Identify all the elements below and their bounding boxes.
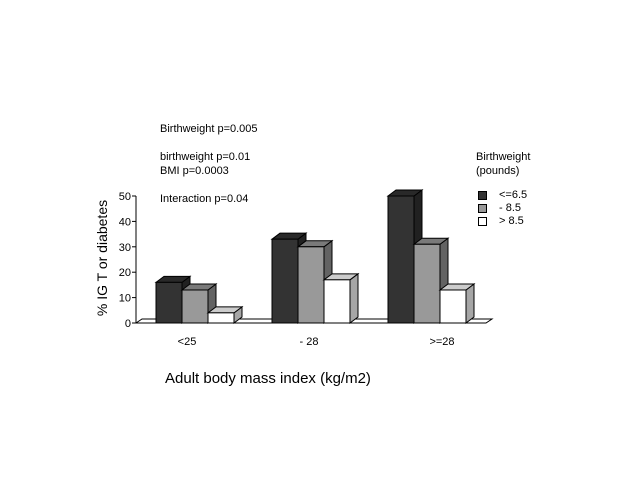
y-axis-title: % IG T or diabetes	[94, 199, 110, 317]
bar	[323, 279, 351, 324]
bar	[297, 246, 325, 324]
x-tick-label: >=28	[429, 336, 454, 348]
legend-swatch-mid	[478, 203, 487, 213]
legend-label-mid: - 8.5	[499, 202, 522, 214]
legend-title-line2: (pounds)	[476, 165, 520, 177]
annotation-interaction-p: Interaction p=0.04	[160, 193, 249, 205]
bar	[181, 289, 209, 324]
legend-title: Birthweight (pounds)	[476, 150, 530, 178]
y-tick-label: 20	[119, 267, 131, 279]
bar-side	[349, 272, 359, 324]
bar	[155, 281, 183, 324]
bar	[387, 195, 415, 324]
x-tick-label: - 28	[300, 336, 319, 348]
y-tick-label: 10	[119, 293, 131, 305]
annotation-birthweight-p: Birthweight p=0.005	[160, 123, 258, 135]
legend-title-line1: Birthweight	[476, 151, 531, 163]
x-axis-title: Adult body mass index (kg/m2)	[165, 370, 371, 387]
legend-swatch-high	[478, 216, 487, 226]
x-tick-label: <25	[178, 336, 197, 348]
y-tick-label: 50	[119, 191, 131, 203]
bar	[207, 312, 235, 324]
y-tick-label: 0	[125, 318, 131, 330]
annotation-birthweight-p-adjusted: birthweight p=0.01	[160, 151, 251, 163]
legend-swatch-low	[478, 190, 487, 200]
y-tick-label: 40	[119, 216, 131, 228]
bar-side	[465, 282, 475, 324]
annotation-bmi-p: BMI p=0.0003	[160, 165, 229, 177]
bar	[413, 243, 441, 324]
legend-label-high: > 8.5	[499, 215, 524, 227]
bar	[439, 289, 467, 324]
legend-item-mid: - 8.5	[478, 202, 521, 215]
legend-label-low: <=6.5	[499, 189, 528, 201]
bar	[271, 238, 299, 324]
legend-item-high: > 8.5	[478, 215, 524, 228]
legend-item-low: <=6.5	[478, 189, 527, 202]
y-tick-label: 30	[119, 242, 131, 254]
